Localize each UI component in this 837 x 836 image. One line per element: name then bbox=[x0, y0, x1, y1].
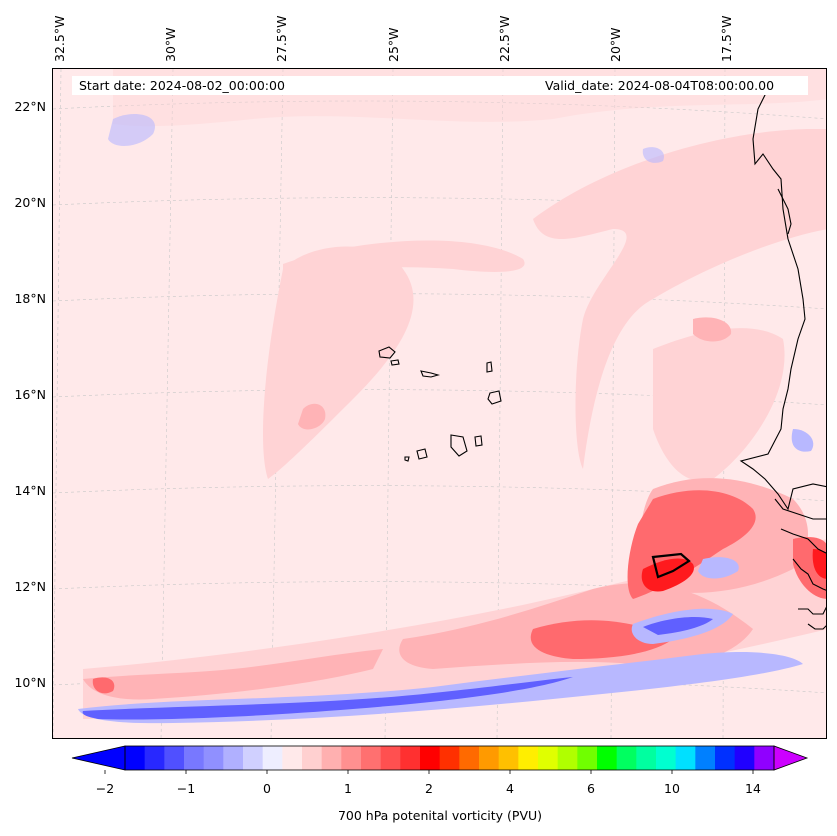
lon-label-17-5w: 17.5°W bbox=[719, 15, 734, 62]
colorbar-cell bbox=[282, 746, 303, 770]
colorbar-cell bbox=[479, 746, 500, 770]
lat-label-10n: 10°N bbox=[14, 675, 46, 690]
colorbar-tick-neg2: −2 bbox=[95, 781, 115, 796]
colorbar-cell bbox=[223, 746, 244, 770]
colorbar-cell bbox=[498, 746, 519, 770]
start-date-banner: Start date: 2024-08-02_00:00:00 bbox=[72, 76, 542, 95]
colorbar bbox=[71, 745, 809, 774]
colorbar-cell bbox=[577, 746, 598, 770]
colorbar-cell bbox=[557, 746, 578, 770]
colorbar-cell bbox=[203, 746, 224, 770]
colorbar-cell bbox=[695, 746, 716, 770]
colorbar-cell bbox=[636, 746, 657, 770]
colorbar-cell bbox=[715, 746, 736, 770]
colorbar-tick-2: 2 bbox=[425, 781, 433, 796]
valid-date-banner: Valid_date: 2024-08-04T08:00:00.00 bbox=[540, 76, 808, 95]
colorbar-tick-6: 6 bbox=[587, 781, 595, 796]
lon-label-32-5w: 32.5°W bbox=[52, 15, 67, 62]
colorbar-cell bbox=[164, 746, 185, 770]
start-date-text: Start date: 2024-08-02_00:00:00 bbox=[79, 78, 285, 93]
lon-label-25w: 25°W bbox=[386, 27, 401, 62]
colorbar-cell bbox=[361, 746, 382, 770]
colorbar-cell bbox=[420, 746, 441, 770]
colorbar-tick-4: 4 bbox=[506, 781, 514, 796]
colorbar-cell bbox=[341, 746, 362, 770]
colorbar-cell bbox=[616, 746, 637, 770]
colorbar-over-arrow bbox=[773, 745, 809, 771]
colorbar-cell bbox=[597, 746, 618, 770]
lon-label-30w: 30°W bbox=[163, 27, 178, 62]
colorbar-tick-10: 10 bbox=[664, 781, 680, 796]
colorbar-cell bbox=[380, 746, 401, 770]
map-panel bbox=[52, 68, 827, 739]
colorbar-cell bbox=[243, 746, 264, 770]
colorbar-tick-1: 1 bbox=[344, 781, 352, 796]
colorbar-cell bbox=[184, 746, 205, 770]
valid-date-text: Valid_date: 2024-08-04T08:00:00.00 bbox=[545, 78, 775, 93]
colorbar-cell bbox=[144, 746, 165, 770]
colorbar-label: 700 hPa potenital vorticity (PVU) bbox=[337, 808, 543, 823]
lat-label-14n: 14°N bbox=[14, 483, 46, 498]
cape-verde-islands bbox=[378, 346, 502, 462]
colorbar-cell bbox=[302, 746, 323, 770]
colorbar-cell bbox=[734, 746, 755, 770]
colorbar-cell bbox=[439, 746, 460, 770]
colorbar-cell bbox=[400, 746, 421, 770]
colorbar-ticks bbox=[104, 770, 754, 774]
colorbar-cell bbox=[518, 746, 539, 770]
colorbar-cell bbox=[675, 746, 696, 770]
african-coastline bbox=[651, 88, 826, 630]
colorbar-tick-14: 14 bbox=[745, 781, 761, 796]
colorbar-tick-0: 0 bbox=[263, 781, 271, 796]
colorbar-cell bbox=[656, 746, 677, 770]
pv-field-map bbox=[53, 69, 826, 738]
colorbar-cell bbox=[321, 746, 342, 770]
pv-strong-negative-areas bbox=[82, 616, 713, 720]
lon-label-22-5w: 22.5°W bbox=[497, 15, 512, 62]
colorbar-cell bbox=[262, 746, 283, 770]
colorbar-under-arrow bbox=[71, 745, 126, 771]
lon-label-20w: 20°W bbox=[608, 27, 623, 62]
colorbar-outline bbox=[124, 745, 775, 771]
lon-label-27-5w: 27.5°W bbox=[274, 15, 289, 62]
lat-label-20n: 20°N bbox=[14, 195, 46, 210]
colorbar-tick-neg1: −1 bbox=[176, 781, 196, 796]
lat-label-12n: 12°N bbox=[14, 579, 46, 594]
lat-label-18n: 18°N bbox=[14, 291, 46, 306]
colorbar-cell bbox=[538, 746, 559, 770]
colorbar-cell bbox=[754, 746, 775, 770]
lat-label-16n: 16°N bbox=[14, 387, 46, 402]
colorbar-cell bbox=[459, 746, 480, 770]
colorbar-cell bbox=[125, 746, 146, 770]
lat-label-22n: 22°N bbox=[14, 99, 46, 114]
